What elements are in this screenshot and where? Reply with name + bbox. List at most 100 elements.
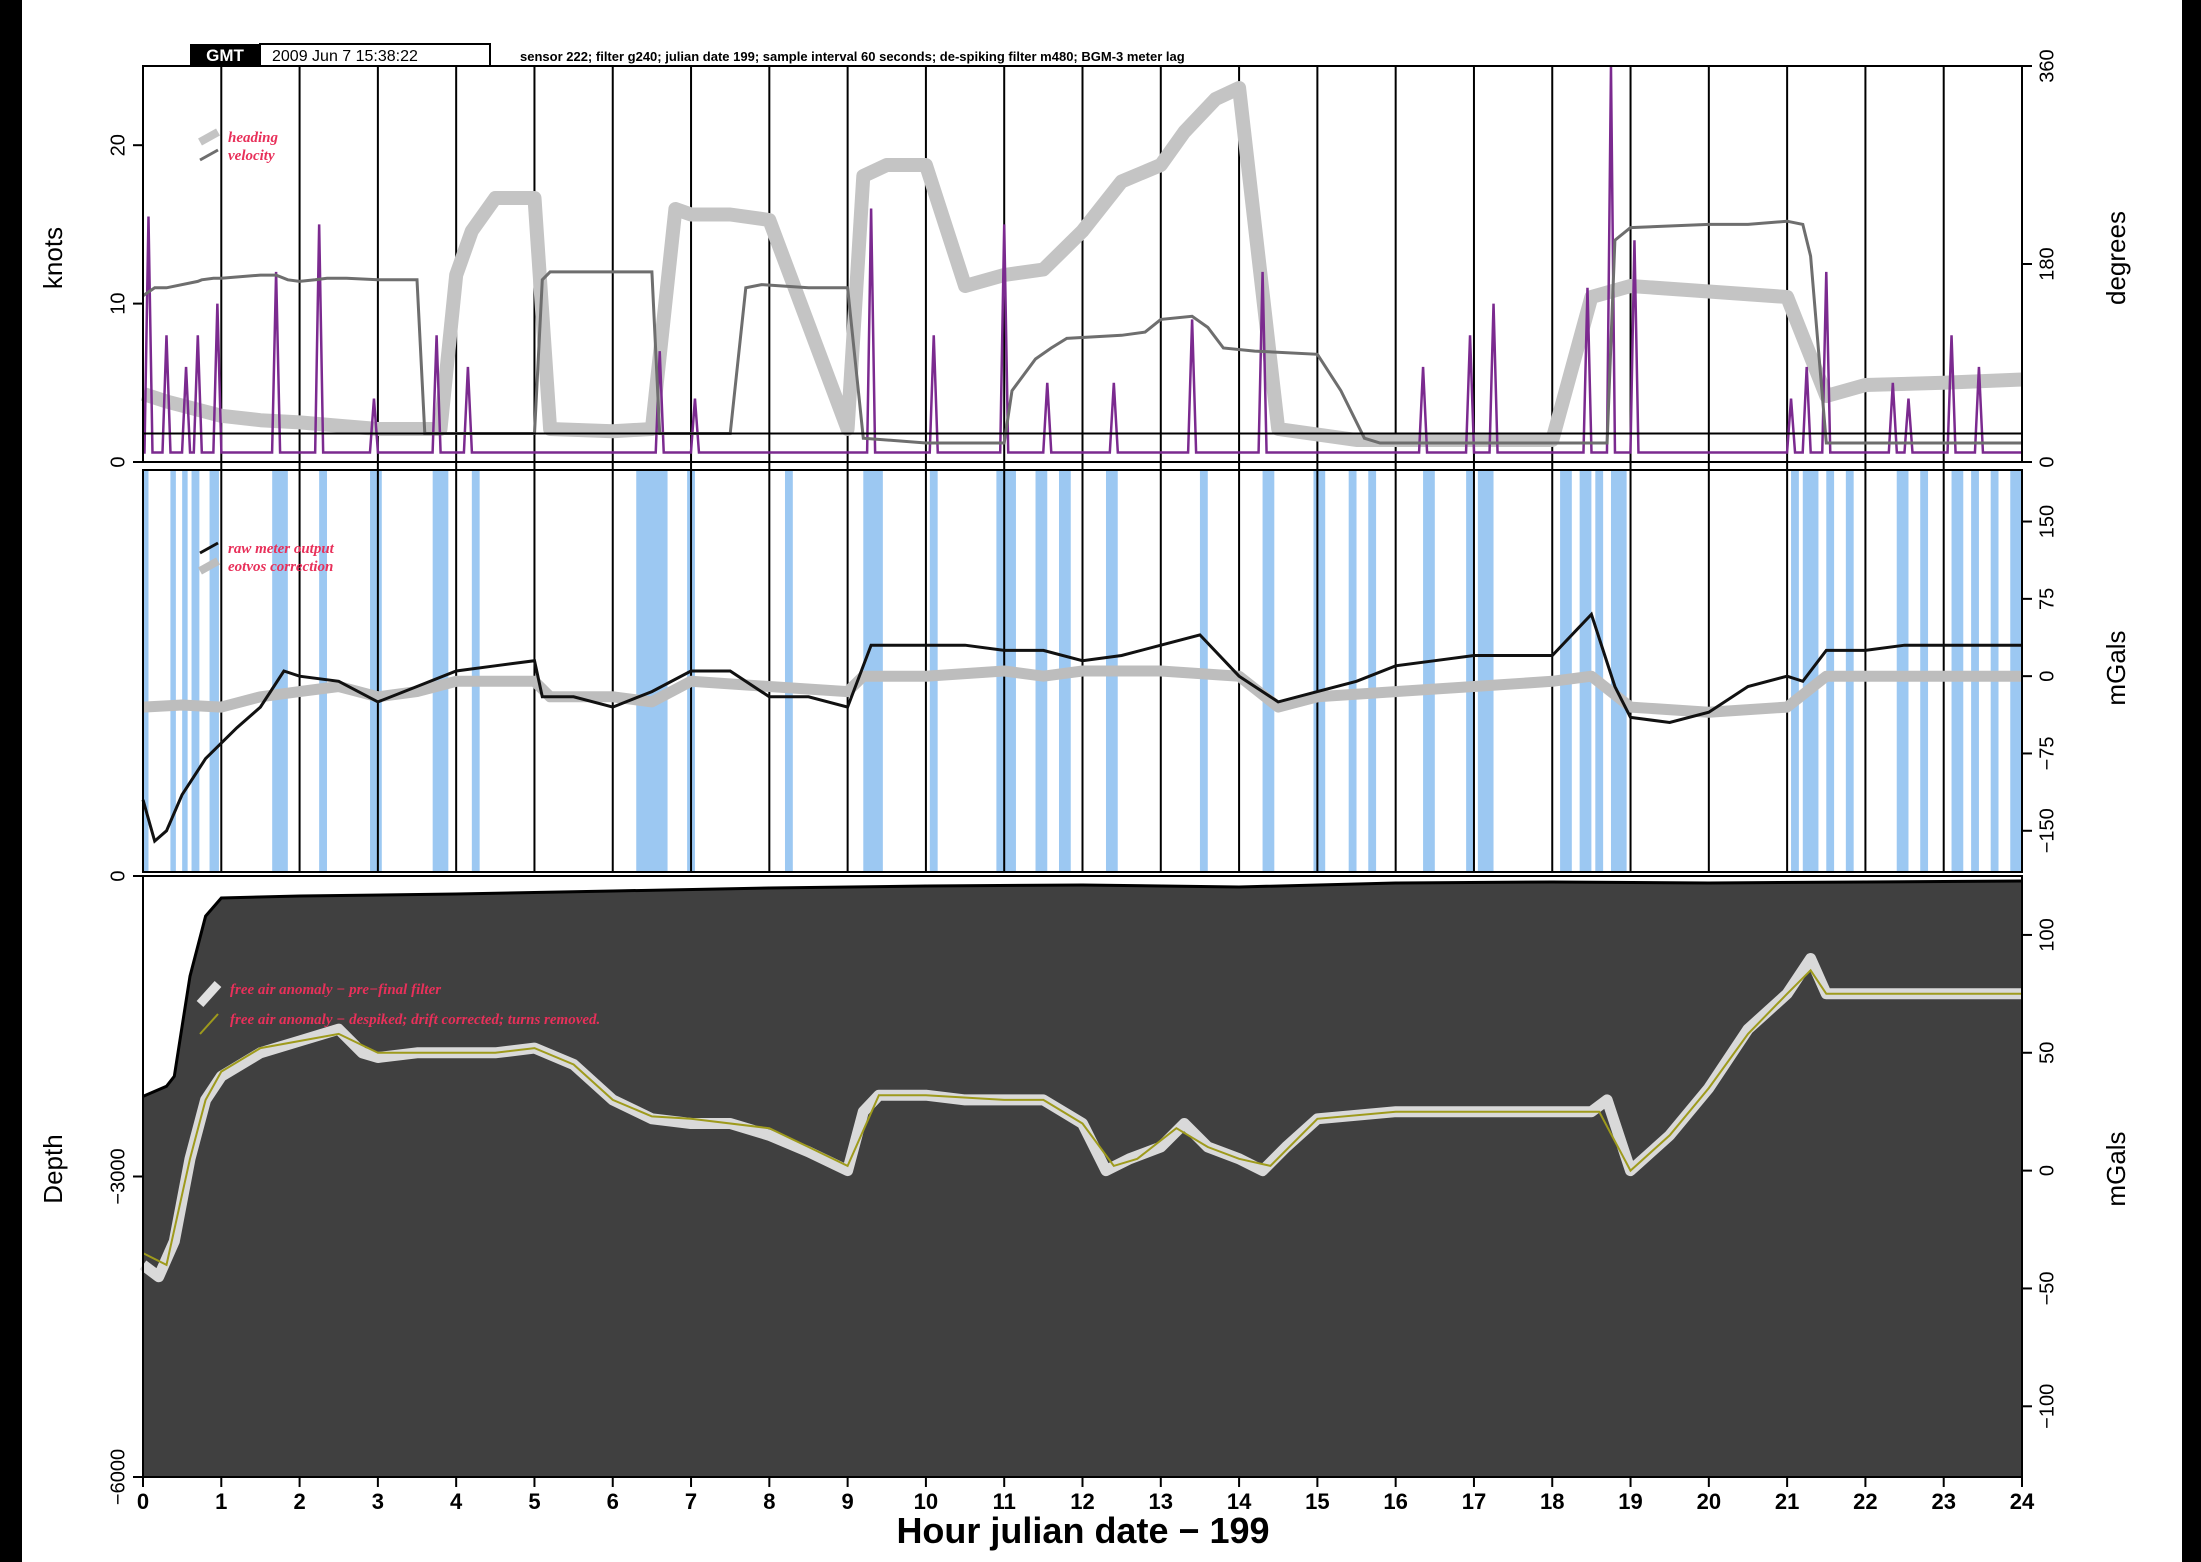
spike-detector xyxy=(143,65,2022,454)
x-tick-label: 8 xyxy=(763,1489,775,1514)
shaded-interval xyxy=(1348,470,1357,872)
x-tick-label: 11 xyxy=(993,1489,1016,1514)
x-tick-label: 13 xyxy=(1149,1489,1173,1514)
panel1-right-tick-label: 360 xyxy=(2036,49,2058,82)
panel3-left-tick-label: −3000 xyxy=(107,1148,129,1204)
x-tick-label: 1 xyxy=(215,1489,227,1514)
panel-frame xyxy=(142,469,2023,873)
shaded-interval xyxy=(272,470,288,872)
bathymetry-area xyxy=(143,881,2022,1477)
panel3-right-tick-label: 100 xyxy=(2036,918,2058,951)
legend-heading-swatch xyxy=(198,128,220,146)
x-tick-label: 17 xyxy=(1462,1489,1486,1514)
panel2-right-tick-label: 75 xyxy=(2036,588,2058,610)
legend-velocity-label: velocity xyxy=(228,148,275,164)
shaded-interval xyxy=(1466,470,1474,872)
raw-meter-line xyxy=(141,611,2022,844)
x-tick-label: 6 xyxy=(607,1489,619,1514)
shaded-interval xyxy=(170,470,176,872)
legend-raw-swatch xyxy=(199,541,219,555)
shaded-interval xyxy=(209,470,219,872)
velocity-line xyxy=(142,219,2022,445)
x-tick-label: 10 xyxy=(914,1489,938,1514)
x-tick-label: 16 xyxy=(1383,1489,1407,1514)
x-tick-label: 7 xyxy=(685,1489,697,1514)
legend-velocity-swatch xyxy=(199,148,219,162)
shaded-interval xyxy=(370,470,382,872)
x-tick-label: 0 xyxy=(137,1489,149,1514)
panel1-right-tick-label: 180 xyxy=(2036,247,2058,280)
shaded-interval xyxy=(1313,470,1326,872)
shaded-interval xyxy=(432,470,449,872)
legend-eotvos-swatch xyxy=(198,557,220,575)
shaded-interval xyxy=(182,470,188,872)
eotvos-line xyxy=(142,665,2022,718)
x-tick-label: 4 xyxy=(450,1489,463,1514)
legend-raw-label: raw meter output xyxy=(228,541,335,557)
x-tick-label: 14 xyxy=(1227,1489,1252,1514)
shaded-interval xyxy=(1423,470,1435,872)
panel3-right-axis-title: mGals xyxy=(2101,1131,2131,1206)
x-tick-label: 23 xyxy=(1931,1489,1955,1514)
legend-faa-final-label: free air anomaly − despiked; drift corre… xyxy=(230,1012,600,1028)
axis-ticks: 010200180360−150−75075150−6000−30000−100… xyxy=(107,49,2058,1514)
panel2-right-axis-title: mGals xyxy=(2101,630,2131,705)
shaded-interval xyxy=(636,470,668,872)
x-tick-label: 19 xyxy=(1618,1489,1642,1514)
x-tick-label: 22 xyxy=(1853,1489,1877,1514)
panel1-left-tick-label: 10 xyxy=(107,292,129,314)
panel3-right-tick-label: −100 xyxy=(2036,1384,2058,1429)
panel3-right-tick-label: 50 xyxy=(2036,1042,2058,1064)
panel3-right-tick-label: 0 xyxy=(2036,1165,2058,1176)
shaded-interval xyxy=(191,470,200,872)
panel1-right-axis-title: degrees xyxy=(2101,211,2131,305)
x-tick-label: 3 xyxy=(372,1489,384,1514)
shaded-interval xyxy=(1595,470,1604,872)
bathymetry-line xyxy=(142,879,2023,1098)
shaded-interval xyxy=(1477,470,1494,872)
shaded-interval xyxy=(1579,470,1592,872)
x-tick-label: 24 xyxy=(2010,1489,2035,1514)
panel3-left-tick-label: 0 xyxy=(107,870,129,881)
panel2-legend: raw meter output eotvos correction xyxy=(198,541,335,575)
panel3-legend: free air anomaly − pre−final filter free… xyxy=(196,980,600,1035)
timestamp: 2009 Jun 7 15:38:22 xyxy=(272,48,418,65)
panel3-left-axis-title: Depth xyxy=(38,1134,68,1203)
spike-trace xyxy=(143,65,2022,454)
header-caption: sensor 222; filter g240; julian date 199… xyxy=(520,49,1185,64)
shaded-interval xyxy=(319,470,327,872)
x-tick-label: 18 xyxy=(1540,1489,1564,1514)
shaded-interval xyxy=(143,470,149,872)
legend-eotvos-label: eotvos correction xyxy=(228,559,333,575)
panel1-legend: heading velocity xyxy=(198,128,279,164)
panel1-left-tick-label: 20 xyxy=(107,134,129,156)
panel3-right-tick-label: −50 xyxy=(2036,1271,2058,1305)
panel1-left-axis-title: knots xyxy=(38,227,68,289)
gmt-badge-label: GMT xyxy=(206,46,244,65)
legend-faa-pre-swatch xyxy=(196,980,222,1008)
faa-final-line xyxy=(142,968,2022,1267)
panel2-right-tick-label: 0 xyxy=(2036,671,2058,682)
panel2-right-tick-label: 150 xyxy=(2036,505,2058,538)
x-axis-title: Hour julian date − 199 xyxy=(896,1510,1269,1551)
panel1-left-tick-label: 0 xyxy=(107,456,129,467)
shaded-interval xyxy=(1791,470,1799,872)
legend-heading-label: heading xyxy=(228,130,279,146)
legend-faa-pre-label: free air anomaly − pre−final filter xyxy=(230,982,441,998)
shaded-interval xyxy=(784,470,793,872)
shaded-interval xyxy=(1262,470,1275,872)
shaded-interval xyxy=(1368,470,1377,872)
x-tick-label: 21 xyxy=(1775,1489,1799,1514)
x-tick-label: 15 xyxy=(1305,1489,1329,1514)
x-tick-label: 2 xyxy=(293,1489,305,1514)
panel3-left-tick-label: −6000 xyxy=(107,1449,129,1505)
panel1-right-tick-label: 0 xyxy=(2036,456,2058,467)
shaded-interval xyxy=(1610,470,1627,872)
legend-faa-final-swatch xyxy=(199,1013,219,1035)
x-tick-label: 5 xyxy=(528,1489,540,1514)
x-tick-label: 9 xyxy=(842,1489,854,1514)
x-tick-label: 20 xyxy=(1697,1489,1721,1514)
x-tick-label: 12 xyxy=(1070,1489,1094,1514)
